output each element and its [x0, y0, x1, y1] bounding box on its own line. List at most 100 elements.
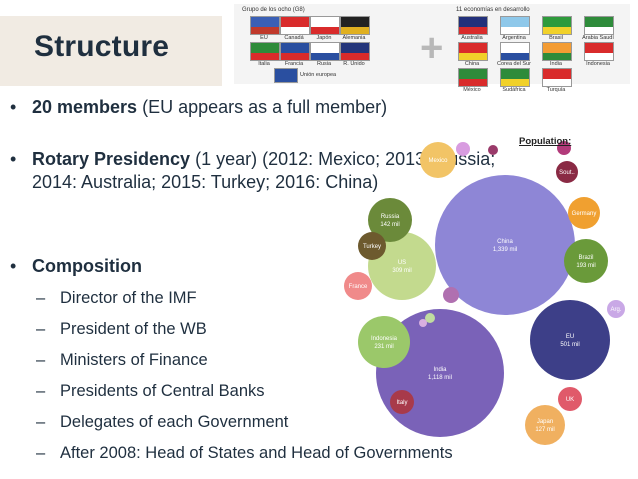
bullet-bold: Composition [32, 256, 142, 276]
bubble-label: US [398, 260, 406, 266]
flag-name: Australia [461, 35, 483, 41]
bullet-bold: Rotary Presidency [32, 149, 191, 169]
bubble-eu [530, 300, 610, 380]
bubble-sout [556, 161, 578, 183]
flag-name: India [550, 61, 562, 67]
bubble-germany [568, 197, 600, 229]
bubble-label: China [497, 239, 513, 245]
population-bubble-chart: China 1,339 mil India 1,118 mil EU 501 mil US 3… [344, 141, 625, 445]
bubble-france [344, 272, 372, 300]
bubble-value: 1,118 mil [428, 375, 452, 381]
flag-icon [310, 16, 340, 35]
bubble-italy [390, 390, 414, 414]
flag-icon [542, 16, 572, 35]
flag-icon [458, 68, 488, 87]
flag-name: R. Unido [343, 61, 365, 67]
bubble-turkey [358, 232, 386, 260]
flag-icon [542, 68, 572, 87]
flag-icon [458, 42, 488, 61]
g8-caption: Grupo de los ocho (G8) [242, 7, 305, 13]
composition-item-text: Ministers of Finance [60, 351, 208, 369]
title-background [0, 16, 222, 86]
flag-icon [500, 42, 530, 61]
flag-icon [458, 16, 488, 35]
composition-item-text: President of the WB [60, 320, 207, 338]
bubble-unlabeled [419, 319, 427, 327]
flag-name: Italia [258, 61, 270, 67]
bubble-label: Russia [381, 214, 400, 220]
flag-icon [280, 16, 310, 35]
flag-name: Canadá [284, 35, 304, 41]
flag-name: Sudáfrica [502, 87, 526, 93]
bubble-japan [525, 405, 565, 445]
dash-icon: – [36, 351, 46, 369]
bubble-label: Sout.. [559, 170, 575, 176]
flag-name: Brasil [549, 35, 563, 41]
flag-name: Francia [284, 61, 304, 67]
bubble-russia [368, 198, 412, 242]
flag-name: Turquía [546, 87, 566, 93]
flag-name: Indonesia [586, 61, 610, 67]
bullet-text: (EU appears as a full member) [137, 97, 388, 117]
flag-name: China [464, 61, 480, 67]
flag-icon [280, 42, 310, 61]
bubble-value: 231 mil [374, 344, 393, 350]
bubble-value: 501 mil [560, 342, 579, 348]
bubble-unlabeled [425, 313, 435, 323]
bullet-dot-icon: • [10, 149, 17, 169]
bubble-value: 309 mil [392, 268, 411, 274]
flag-name: México [463, 87, 481, 93]
flag-name: Argentina [502, 35, 526, 41]
eu-name: Unión europea [300, 72, 337, 78]
flags-panel: Grupo de los ocho (G8) 11 economías en d… [234, 4, 630, 93]
bubble-label: EU [566, 334, 574, 340]
composition-item-text: Director of the IMF [60, 289, 197, 307]
flag-name: Alemania [342, 35, 366, 41]
flag-name: Arabia Saudí [582, 35, 614, 41]
composition-item-text: After 2008: Head of States and Head of G… [60, 444, 453, 462]
eu-flag-icon [274, 68, 298, 83]
bubble-unlabeled [488, 145, 498, 155]
bubble-label: Brazil [578, 255, 593, 261]
slide-title: Structure [34, 30, 170, 63]
flag-name: Corea del Sur [497, 61, 531, 67]
bubble-unlabeled [443, 287, 459, 303]
dash-icon: – [36, 444, 46, 462]
bubble-label: Turkey [363, 244, 381, 250]
flag-icon [340, 42, 370, 61]
bubble-label: Italy [396, 400, 407, 406]
eleven-caption: 11 economías en desarrollo [456, 7, 530, 13]
bullet-text: (1 year) (2012: Mexico; 2013: Russia; 20… [32, 149, 496, 192]
bubble-label: Germany [572, 211, 597, 217]
bubble-brazil [564, 239, 608, 283]
plus-icon: + [420, 26, 444, 70]
bubble-label: Indonesia [371, 336, 398, 342]
flag-name: EU [260, 35, 268, 41]
flag-icon [584, 42, 614, 61]
bubble-unlabeled [557, 141, 571, 155]
bubble-value: 1,339 mil [493, 247, 517, 253]
bubble-unlabeled [456, 142, 470, 156]
flag-icon [250, 42, 280, 61]
bubble-value: 142 mil [380, 222, 399, 228]
flag-icon [310, 42, 340, 61]
bubble-label: Arg. [610, 307, 621, 313]
bullet-dot-icon: • [10, 256, 17, 276]
bubble-label: Mexico [428, 158, 448, 164]
bubble-uk [558, 387, 582, 411]
dash-icon: – [36, 413, 46, 431]
bubble-label: UK [566, 397, 574, 403]
flag-icon [340, 16, 370, 35]
bullet-dot-icon: • [10, 97, 17, 117]
dash-icon: – [36, 382, 46, 400]
dash-icon: – [36, 320, 46, 338]
population-label: Population: [519, 136, 572, 147]
bubble-indonesia [358, 316, 410, 368]
bubble-label: India [433, 367, 447, 373]
bubble-value: 127 mil [535, 427, 554, 433]
flag-icon [542, 42, 572, 61]
bubble-label: France [349, 284, 368, 290]
composition-item-text: Delegates of each Government [60, 413, 289, 431]
bubble-china [435, 175, 575, 315]
flag-icon [250, 16, 280, 35]
